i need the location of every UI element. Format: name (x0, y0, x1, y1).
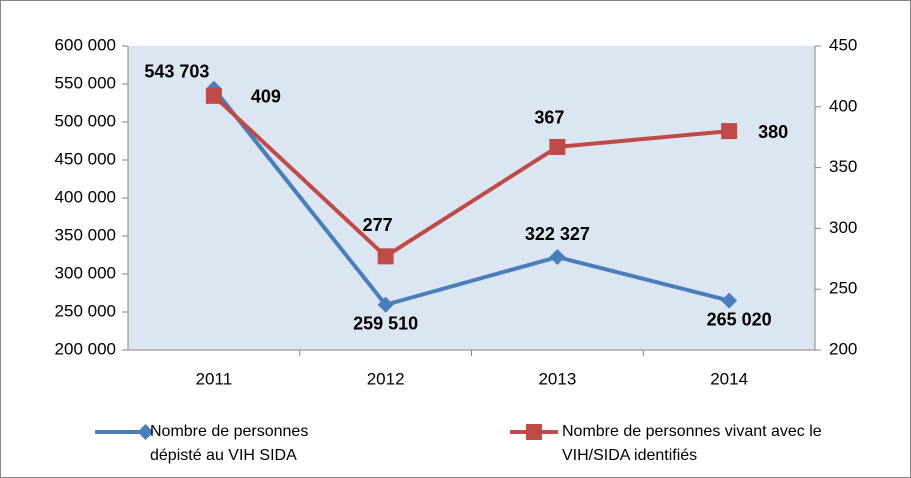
y-tick-label: 450 000 (55, 149, 116, 168)
legend-label: Nombre de personnes vivant avec le VIH/S… (562, 423, 822, 464)
data-label: 380 (758, 122, 788, 142)
series-line (212, 94, 730, 259)
y2-tick-label: 350 (829, 157, 857, 176)
y2-tick-label: 300 (829, 218, 857, 237)
marker (205, 87, 222, 104)
y2-tick-label: 250 (829, 279, 857, 298)
legend-marker (137, 424, 154, 440)
legend-marker (526, 424, 542, 440)
marker (377, 296, 394, 313)
y-tick-label: 200 000 (55, 339, 116, 358)
y-tick-label: 400 000 (55, 187, 116, 206)
y-tick-label: 350 000 (55, 225, 116, 244)
marker (721, 292, 738, 309)
y2-tick-label: 400 (829, 96, 857, 115)
series-line (212, 87, 730, 308)
y-tick-label: 600 000 (55, 35, 116, 54)
y2-tick-label: 450 (829, 35, 857, 54)
marker (549, 249, 566, 266)
x-tick-label: 2011 (196, 369, 233, 388)
data-label: 277 (363, 215, 393, 235)
data-label: 367 (534, 108, 564, 128)
plot-area (128, 46, 815, 350)
marker (721, 123, 738, 140)
y-tick-label: 250 000 (55, 301, 116, 320)
marker (377, 248, 394, 265)
y-tick-label: 300 000 (55, 263, 116, 282)
legend-label: Nombre de personnes dépisté au VIH SIDA (150, 423, 309, 464)
x-tick-label: 2013 (538, 369, 576, 388)
x-tick-label: 2014 (710, 369, 748, 388)
data-label: 322 327 (525, 224, 590, 244)
data-label: 409 (251, 87, 281, 107)
y2-tick-label: 200 (829, 339, 857, 358)
data-label: 543 703 (144, 62, 209, 82)
x-tick-label: 2012 (367, 369, 405, 388)
data-label: 259 510 (353, 314, 418, 334)
data-label: 265 020 (707, 309, 772, 329)
marker (549, 138, 566, 155)
y-tick-label: 550 000 (55, 73, 116, 92)
y-tick-label: 500 000 (55, 111, 116, 130)
